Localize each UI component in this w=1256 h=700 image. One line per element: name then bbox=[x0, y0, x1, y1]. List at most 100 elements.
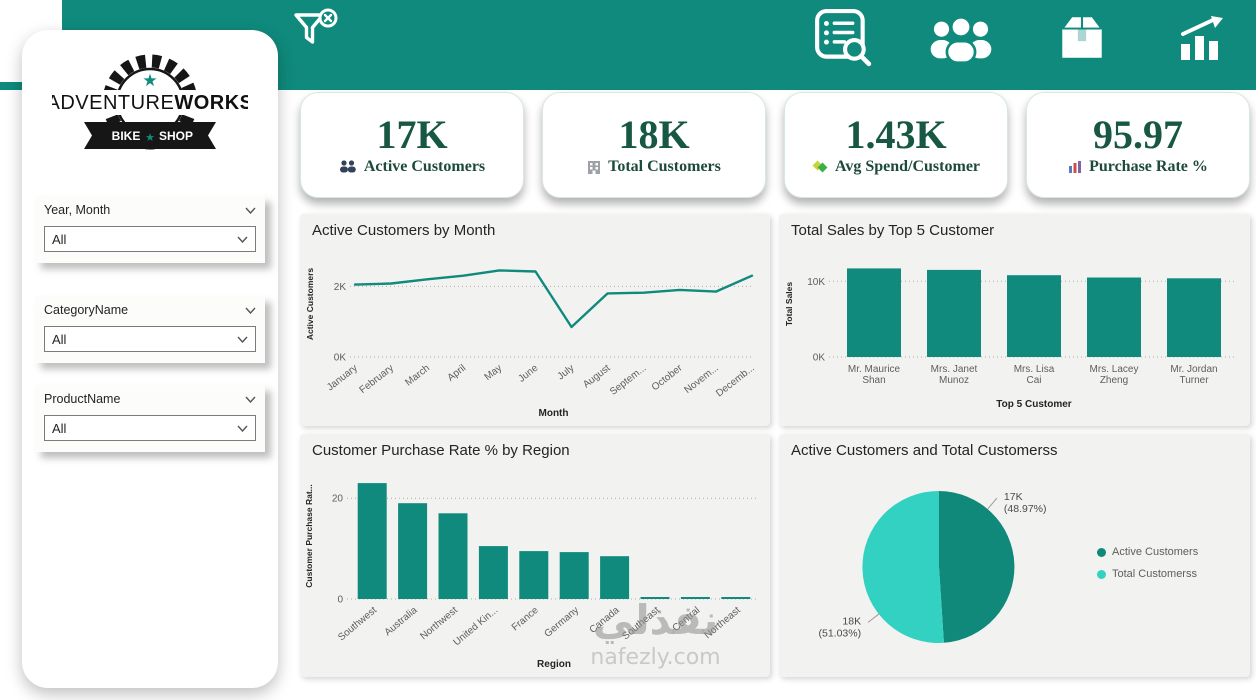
kpi-value: 95.97 bbox=[1093, 111, 1183, 157]
svg-text:18K(51.03%): 18K (51.03%) bbox=[818, 615, 861, 639]
legend-dot-dark bbox=[1097, 547, 1106, 557]
svg-text:France: France bbox=[510, 605, 541, 634]
svg-text:Northwest: Northwest bbox=[418, 605, 460, 643]
legend-label: Active Customers bbox=[1112, 546, 1199, 558]
svg-text:Germany: Germany bbox=[543, 605, 582, 640]
svg-text:Region: Region bbox=[537, 659, 571, 670]
kpi-card-total-customers: 18K Total Customers bbox=[542, 92, 766, 198]
growth-chart-icon bbox=[1181, 16, 1223, 60]
svg-text:April: April bbox=[446, 363, 469, 384]
kpi-label-text: Avg Spend/Customer bbox=[834, 157, 981, 175]
svg-text:Customer Purchase Rat...: Customer Purchase Rat... bbox=[304, 484, 314, 587]
svg-text:Active Customers: Active Customers bbox=[305, 268, 315, 341]
svg-text:July: July bbox=[556, 363, 577, 383]
svg-text:Southwest: Southwest bbox=[336, 605, 379, 644]
kpi-value: 17K bbox=[376, 111, 448, 157]
svg-text:0K: 0K bbox=[334, 353, 347, 364]
svg-text:February: February bbox=[358, 363, 396, 396]
year-month-value: All bbox=[52, 231, 67, 247]
legend-item-active-customers[interactable]: Active Customers bbox=[1097, 546, 1198, 558]
svg-text:United Kin...: United Kin... bbox=[452, 605, 501, 648]
svg-text:Australia: Australia bbox=[383, 605, 420, 639]
slicer-year-month-label: Year, Month bbox=[44, 203, 111, 217]
pie-legend: Active Customers Total Customerss bbox=[1097, 546, 1198, 580]
svg-text:Central: Central bbox=[671, 605, 703, 634]
bar-chart-icon bbox=[1069, 161, 1082, 173]
slicer-product-label: ProductName bbox=[44, 392, 121, 406]
svg-text:Northeast: Northeast bbox=[702, 605, 742, 641]
svg-text:Top 5 Customer: Top 5 Customer bbox=[996, 399, 1071, 410]
slicer-product: ProductName All bbox=[35, 385, 265, 452]
year-month-dropdown[interactable]: All bbox=[44, 226, 256, 252]
svg-text:ADVENTUREWORKS: ADVENTUREWORKS bbox=[52, 92, 248, 114]
category-dropdown[interactable]: All bbox=[44, 326, 256, 352]
legend-label: Total Customerss bbox=[1112, 568, 1197, 580]
panel-active-customers-by-month: Active Customers by Month 0K 2K January Feb… bbox=[300, 214, 770, 426]
svg-text:10K: 10K bbox=[807, 277, 825, 288]
chevron-down-icon[interactable] bbox=[245, 307, 256, 314]
chevron-down-icon bbox=[237, 236, 248, 243]
kpi-label-text: Purchase Rate % bbox=[1089, 157, 1208, 175]
panel-active-vs-total-customers: Active Customers and Total Customerss 17… bbox=[779, 434, 1250, 677]
kpi-card-avg-spend: 1.43K Avg Spend/Customer bbox=[784, 92, 1008, 198]
chart-title: Total Sales by Top 5 Customer bbox=[791, 222, 995, 239]
slicer-category-label: CategoryName bbox=[44, 303, 129, 317]
products-button[interactable] bbox=[1052, 10, 1112, 69]
chevron-down-icon[interactable] bbox=[245, 396, 256, 403]
svg-text:Canada: Canada bbox=[588, 605, 622, 636]
svg-text:★: ★ bbox=[142, 71, 157, 91]
adventureworks-logo: ★ ADVENTUREWORKS BIKE ★ SHOP bbox=[52, 54, 248, 150]
product-value: All bbox=[52, 420, 67, 436]
svg-text:Month: Month bbox=[539, 408, 569, 419]
people-icon bbox=[339, 160, 356, 173]
sales-trend-button[interactable] bbox=[1174, 14, 1228, 69]
kpi-value: 18K bbox=[618, 111, 690, 157]
svg-text:May: May bbox=[483, 363, 505, 383]
svg-text:Decemb...: Decemb... bbox=[714, 363, 757, 400]
category-value: All bbox=[52, 331, 67, 347]
kpi-row: 17K Active Customers 18K Total Customers… bbox=[300, 92, 1250, 198]
svg-text:Total Sales: Total Sales bbox=[784, 282, 794, 327]
chevron-down-icon bbox=[237, 425, 248, 432]
svg-text:Septem...: Septem... bbox=[608, 363, 649, 398]
svg-text:★: ★ bbox=[145, 131, 155, 144]
package-box-icon bbox=[1060, 15, 1104, 58]
svg-text:2K: 2K bbox=[334, 282, 347, 293]
legend-dot-light bbox=[1097, 569, 1106, 579]
panel-total-sales-top5: Total Sales by Top 5 Customer 0K 10K Mr. M… bbox=[779, 214, 1250, 426]
slicer-category: CategoryName All bbox=[35, 296, 265, 363]
building-icon bbox=[588, 160, 601, 174]
slicer-year-month: Year, Month All bbox=[35, 196, 265, 263]
chevron-down-icon[interactable] bbox=[245, 207, 256, 214]
bar-chart-total-sales-top5: 0K 10K Mr. Maurice Shan Mrs. Janet Munoz Mrs. … bbox=[784, 268, 1234, 410]
chart-title: Customer Purchase Rate % by Region bbox=[312, 442, 570, 459]
svg-text:Southeast: Southeast bbox=[620, 605, 662, 643]
customers-button[interactable] bbox=[926, 14, 996, 71]
brand-name-bold: WORKS bbox=[174, 92, 248, 114]
money-icon bbox=[812, 160, 828, 173]
clear-filters-icon[interactable] bbox=[292, 8, 338, 57]
chevron-down-icon bbox=[237, 336, 248, 343]
people-group-icon bbox=[930, 15, 992, 65]
svg-text:August: August bbox=[581, 363, 612, 391]
kpi-label-text: Active Customers bbox=[363, 157, 486, 175]
svg-text:0: 0 bbox=[337, 595, 343, 606]
svg-text:20: 20 bbox=[332, 494, 344, 505]
kpi-card-purchase-rate: 95.97 Purchase Rate % bbox=[1026, 92, 1250, 198]
brand-name-regular: ADVENTURE bbox=[52, 92, 174, 114]
kpi-card-active-customers: 17K Active Customers bbox=[300, 92, 524, 198]
banner-shop-label: SHOP bbox=[159, 129, 193, 143]
report-search-button[interactable] bbox=[812, 8, 874, 73]
chart-title: Active Customers and Total Customerss bbox=[791, 442, 1058, 459]
pie-chart-active-vs-total: 17K (48.97%) 18K (51.03%) bbox=[818, 490, 1047, 643]
svg-text:June: June bbox=[516, 362, 540, 384]
kpi-label-text: Total Customers bbox=[608, 157, 721, 175]
product-dropdown[interactable]: All bbox=[44, 415, 256, 441]
legend-item-total-customers[interactable]: Total Customerss bbox=[1097, 568, 1198, 580]
